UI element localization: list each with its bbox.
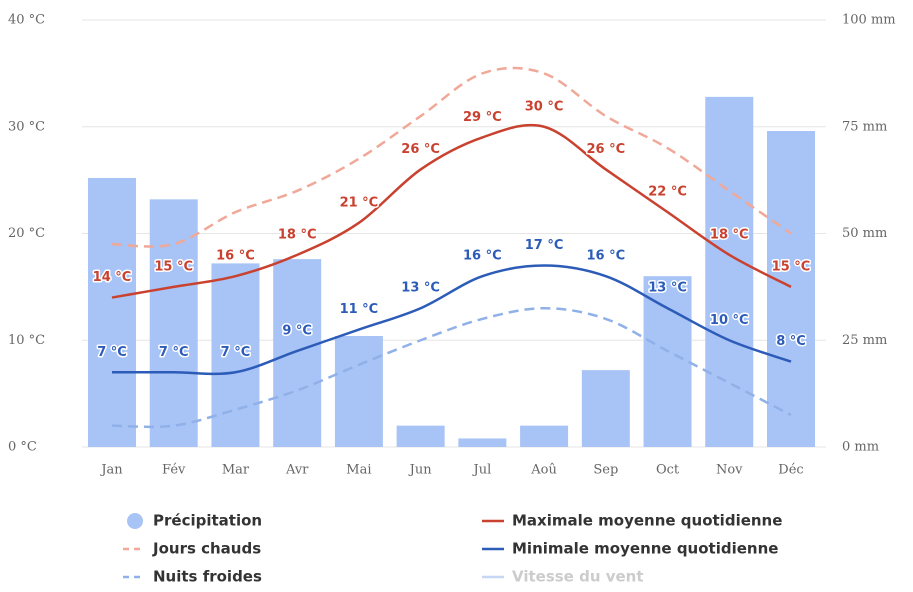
data-label: 29 °C — [463, 110, 502, 125]
x-tick-label: Jul — [471, 463, 491, 478]
data-label: 30 °C — [525, 99, 564, 114]
y2-tick-label: 50 mm — [842, 226, 887, 241]
y2-tick-label: 75 mm — [842, 119, 887, 134]
x-tick-label: Avr — [285, 463, 309, 478]
data-label: 8 °C — [776, 334, 806, 349]
data-label: 18 °C — [278, 227, 317, 242]
y-tick-label: 0 °C — [8, 440, 37, 455]
data-label: 7 °C — [159, 345, 189, 360]
x-tick-label: Sep — [593, 463, 618, 478]
x-tick-label: Déc — [778, 463, 803, 478]
line — [111, 123, 792, 299]
line — [112, 264, 792, 376]
line — [111, 306, 792, 429]
data-label: 13 °C — [401, 281, 440, 296]
bar — [767, 131, 815, 447]
data-label: 15 °C — [154, 259, 193, 274]
bar — [458, 438, 507, 447]
bar — [643, 276, 692, 447]
data-label: 7 °C — [221, 345, 251, 360]
bar — [273, 259, 322, 447]
y-tick-label: 10 °C — [8, 333, 45, 348]
legend-label[interactable]: Minimale moyenne quotidienne — [512, 540, 778, 558]
data-label: 16 °C — [463, 249, 502, 264]
data-label: 22 °C — [648, 185, 687, 200]
data-label: 14 °C — [93, 270, 132, 285]
data-label: 16 °C — [586, 249, 625, 264]
data-label: 26 °C — [401, 142, 440, 157]
bar — [149, 199, 198, 447]
legend-label[interactable]: Nuits froides — [153, 568, 262, 586]
bar — [211, 263, 260, 447]
bar — [334, 335, 383, 447]
bar — [581, 370, 630, 447]
x-tick-label: Nov — [716, 463, 743, 478]
bar — [396, 425, 445, 447]
bar — [705, 96, 754, 448]
bar — [520, 425, 569, 447]
legend-label[interactable]: Maximale moyenne quotidienne — [512, 512, 782, 530]
data-label: 17 °C — [525, 238, 564, 253]
y-tick-label: 40 °C — [8, 13, 45, 28]
x-tick-label: Mar — [222, 463, 250, 478]
x-tick-label: Oct — [656, 463, 680, 478]
line — [111, 66, 792, 248]
data-label: 9 °C — [282, 323, 312, 338]
x-tick-label: Jun — [408, 463, 433, 478]
data-label: 26 °C — [586, 142, 625, 157]
x-tick-label: Aoû — [530, 463, 557, 478]
y2-tick-label: 0 mm — [842, 440, 879, 455]
data-label: 7 °C — [97, 345, 127, 360]
y-tick-label: 20 °C — [8, 226, 45, 241]
legend-label[interactable]: Jours chauds — [152, 540, 261, 558]
data-label: 13 °C — [648, 281, 687, 296]
y-tick-label: 30 °C — [8, 119, 45, 134]
data-label: 15 °C — [772, 259, 811, 274]
data-label: 10 °C — [710, 313, 749, 328]
legend-symbol — [127, 513, 143, 529]
bar — [88, 177, 136, 448]
legend-label[interactable]: Vitesse du vent — [512, 568, 644, 586]
y2-tick-label: 25 mm — [842, 333, 887, 348]
y2-tick-label: 100 mm — [842, 13, 896, 28]
x-tick-label: Jan — [99, 463, 123, 478]
legend-label[interactable]: Précipitation — [153, 512, 262, 530]
data-label: 16 °C — [216, 249, 255, 264]
x-tick-label: Mai — [346, 463, 371, 478]
data-label: 11 °C — [340, 302, 379, 317]
x-tick-label: Fév — [162, 463, 186, 478]
data-label: 21 °C — [340, 195, 379, 210]
data-label: 18 °C — [710, 227, 749, 242]
